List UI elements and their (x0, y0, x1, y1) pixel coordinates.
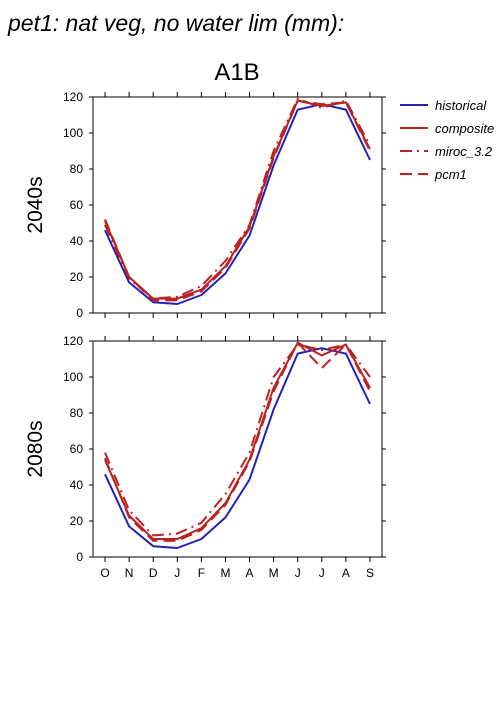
y-tick-label: 20 (70, 514, 84, 528)
series-line-historical (104, 103, 371, 305)
y-tick-label: 20 (70, 270, 84, 284)
y-tick-label: 40 (70, 234, 84, 248)
y-tick-label: 80 (70, 162, 84, 176)
panel-2040s: 0 20 40 60 80 100 120 2040s (24, 90, 386, 320)
y-tick-label: 0 (76, 550, 83, 564)
x-tick-label: J (295, 566, 301, 580)
legend-label-miroc_3.2: miroc_3.2 (435, 144, 493, 159)
series-line-historical (104, 347, 371, 549)
x-tick-label: J (174, 566, 180, 580)
x-tick-label: O (100, 566, 109, 580)
x-tick-label: A (342, 566, 350, 580)
x-tick-label: F (198, 566, 205, 580)
plot-frame (92, 96, 383, 314)
series-line-miroc_3.2 (104, 343, 371, 537)
y-tick-label: 80 (70, 406, 84, 420)
y-tick-label: 120 (63, 90, 83, 104)
x-tick-label: M (269, 566, 279, 580)
y-tick-label: 100 (63, 126, 83, 140)
y-tick-label: 40 (70, 478, 84, 492)
legend-label-historical: historical (435, 98, 487, 113)
series-line-composite (104, 99, 371, 300)
x-tick-label: A (246, 566, 254, 580)
series-line-pcm1 (104, 99, 371, 302)
x-tick-label: S (366, 566, 374, 580)
x-tick-label: N (125, 566, 134, 580)
y-tick-label: 60 (70, 198, 84, 212)
panel-ylabel: 2040s (24, 176, 47, 233)
y-tick-label: 100 (63, 370, 83, 384)
chart-legend: historical composite miroc_3.2 pcm1 (400, 98, 494, 182)
x-tick-label: D (149, 566, 158, 580)
x-tick-label: M (220, 566, 230, 580)
y-tick-label: 120 (63, 334, 83, 348)
panel-2080s: 0 20 40 60 80 100 120 2080s (24, 334, 386, 564)
y-tick-label: 0 (76, 306, 83, 320)
chart-panels: 0 20 40 60 80 100 120 2040s 0 20 40 60 80 100 120 2080s… (24, 90, 386, 580)
series-line-pcm1 (104, 341, 371, 542)
legend-label-composite: composite (435, 121, 494, 136)
y-tick-label: 60 (70, 442, 84, 456)
x-tick-label: J (319, 566, 325, 580)
series-line-miroc_3.2 (104, 97, 371, 300)
panel-ylabel: 2080s (24, 420, 47, 477)
legend-label-pcm1: pcm1 (434, 167, 467, 182)
series-line-composite (104, 341, 371, 540)
page-title: pet1: nat veg, no water lim (mm): (8, 10, 345, 36)
scenario-title: A1B (214, 59, 259, 86)
